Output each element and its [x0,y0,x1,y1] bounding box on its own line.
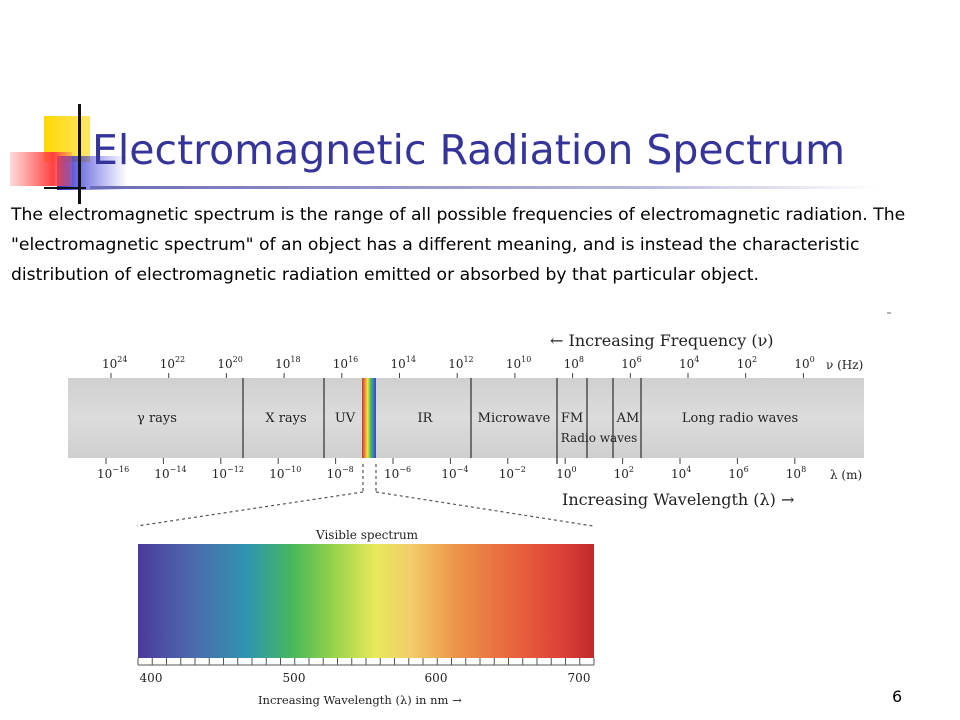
wavelength-tick-label: 10−6 [384,465,411,481]
region-label: γ rays [137,411,177,426]
frequency-tick-label: 1022 [160,355,185,371]
wavelength-tick-label: 104 [671,465,691,481]
wavelength-tick-label: 10−12 [212,465,244,481]
frequency-tick-label: 1010 [506,355,531,371]
title-divider [90,186,880,189]
wavelength-tick-label: 10−10 [269,465,301,481]
visible-minor-ticks [137,658,595,665]
region-label: IR [418,411,434,426]
frequency-tick-label: 1020 [217,355,242,371]
region-label: X rays [265,411,306,426]
frequency-tick-label: 108 [564,355,584,371]
frequency-tick-label: 106 [621,355,641,371]
region-label: FM [561,411,583,426]
region-labels: γ rays X rays UV IR Microwave FM AM Long radio … [137,411,798,445]
visible-axis-label: Increasing Wavelength (λ) in nm → [258,693,462,707]
slide-logo-graphic [10,104,127,204]
wavelength-tick-label: 102 [614,465,634,481]
wavelength-heading: Increasing Wavelength (λ) → [562,490,794,509]
region-label: Long radio waves [682,411,798,426]
frequency-tick-label: 1024 [102,355,127,371]
visible-band-strip [362,378,376,458]
frequency-heading: ← Increasing Frequency (ν) [550,331,774,350]
frequency-tick-label: 1012 [448,355,473,371]
visible-spectrum-title: Visible spectrum [315,528,419,542]
slide-body-text: The electromagnetic spectrum is the rang… [11,205,906,285]
frequency-tick-label: 1018 [275,355,300,371]
region-label: Microwave [478,411,551,426]
wavelength-tick-label: 108 [786,465,806,481]
visible-tick-label: 700 [568,671,591,685]
frequency-tick-label: 104 [679,355,699,371]
frequency-tick-label: 1014 [391,355,416,371]
region-dividers [242,378,642,464]
wavelength-tick-label: 10−2 [499,465,526,481]
wavelength-tick-label: 10−4 [441,465,468,481]
frequency-unit-label: ν (Hz) [826,358,863,372]
region-label: UV [335,411,356,426]
visible-tick-labels: 400 500 600 700 [140,671,591,685]
visible-tick-label: 400 [140,671,163,685]
visible-tick-label: 500 [283,671,306,685]
wavelength-tick-label: 10−14 [154,465,186,481]
wavelength-tick-labels: 10−16 10−14 10−12 10−10 10−8 10−6 10−4 10−2 100 1… [97,458,806,481]
wavelength-tick-label: 10−8 [327,465,354,481]
frequency-tick-labels: 1024 1022 1020 1018 1016 1014 1012 1010 108 106 10… [102,355,815,378]
spectrum-band [68,378,864,458]
radio-waves-label: Radio waves [561,431,638,445]
wavelength-tick-label: 100 [556,465,576,481]
wavelength-tick-label: 106 [728,465,748,481]
wavelength-tick-label: 10−16 [97,465,129,481]
frequency-tick-label: 102 [737,355,757,371]
visible-tick-label: 600 [425,671,448,685]
page-number: 6 [892,687,903,706]
frequency-tick-label: 1016 [333,355,358,371]
region-label: AM [616,411,640,426]
frequency-tick-label: 100 [794,355,814,371]
slide-title: Electromagnetic Radiation Spectrum [92,126,846,174]
visible-spectrum-gradient [138,544,594,658]
zoom-connector-lines [136,464,594,527]
wavelength-unit-label: λ (m) [830,468,862,482]
